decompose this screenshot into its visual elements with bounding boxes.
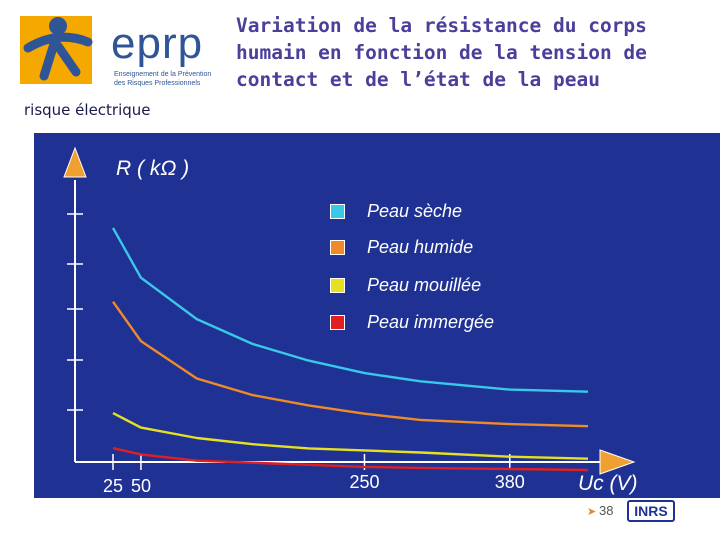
- series-line-1: [111, 227, 589, 393]
- x-tick-label: 380: [494, 472, 525, 492]
- legend-swatch: [330, 278, 345, 293]
- x-axis-arrow: [599, 449, 636, 475]
- eprp-mascot-icon: [20, 16, 93, 84]
- page-number: 38: [599, 503, 614, 518]
- legend-label: Peau immergée: [367, 312, 495, 332]
- x-axis-label: Uc (V): [578, 472, 638, 495]
- y-axis-label: R ( kΩ ): [116, 157, 190, 180]
- chart-panel: [34, 133, 720, 498]
- brand-name: eprp: [111, 19, 204, 68]
- series-line-2: [112, 301, 589, 428]
- legend-swatch: [330, 204, 345, 219]
- eprp-logo: eprp Enseignement de la Prévention des R…: [18, 8, 211, 90]
- legend-label: Peau mouillée: [367, 275, 482, 295]
- risk-label: risque électrique: [24, 101, 151, 119]
- series-line-3: [112, 412, 589, 460]
- y-axis-arrow: [63, 146, 87, 178]
- chart-axes: [63, 146, 636, 475]
- series-line-4: [112, 447, 589, 472]
- slide-title: Variation de la résistance du corps huma…: [236, 14, 647, 91]
- x-tick-label: 50: [130, 476, 151, 496]
- legend-swatch: [330, 240, 345, 255]
- legend-label: Peau sèche: [367, 201, 463, 221]
- brand-subtitle: Enseignement de la Prévention des Risque…: [114, 71, 212, 87]
- legend-swatch: [330, 315, 345, 330]
- legend-label: Peau humide: [367, 237, 474, 257]
- chart-series: [111, 227, 589, 472]
- x-tick-label: 250: [349, 472, 380, 492]
- inrs-logo: INRS: [627, 500, 675, 522]
- page-arrow-icon: ➤: [587, 505, 597, 518]
- x-tick-label: 25: [103, 476, 124, 496]
